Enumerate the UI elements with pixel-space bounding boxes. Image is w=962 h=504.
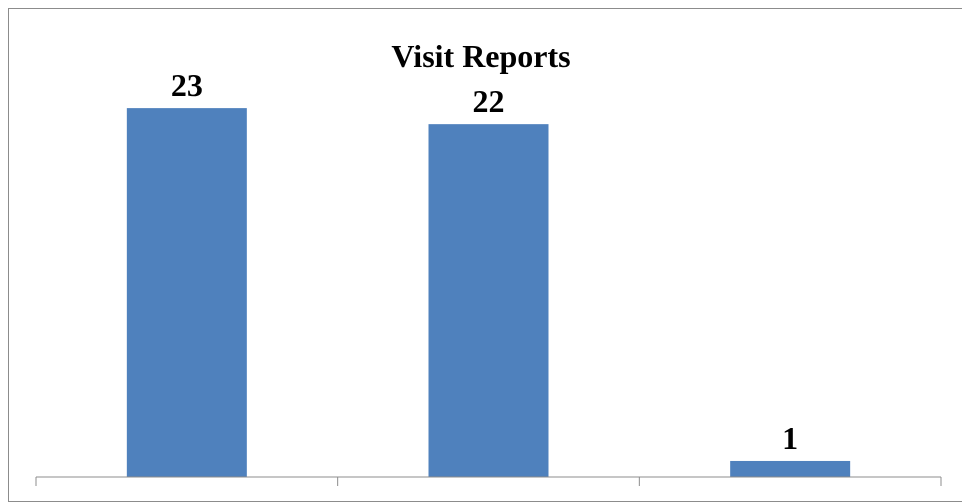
data-labels-group: 23 22 1 <box>171 67 798 456</box>
data-label-1: 23 <box>171 67 203 103</box>
data-label-2: 22 <box>473 83 505 119</box>
x-axis <box>35 476 942 486</box>
data-label-3: 1 <box>782 420 798 456</box>
bars-group <box>126 108 851 478</box>
chart-title: Visit Reports <box>391 38 571 74</box>
bar-3 <box>730 460 851 477</box>
bar-1 <box>126 108 247 477</box>
bar-2 <box>428 124 549 478</box>
